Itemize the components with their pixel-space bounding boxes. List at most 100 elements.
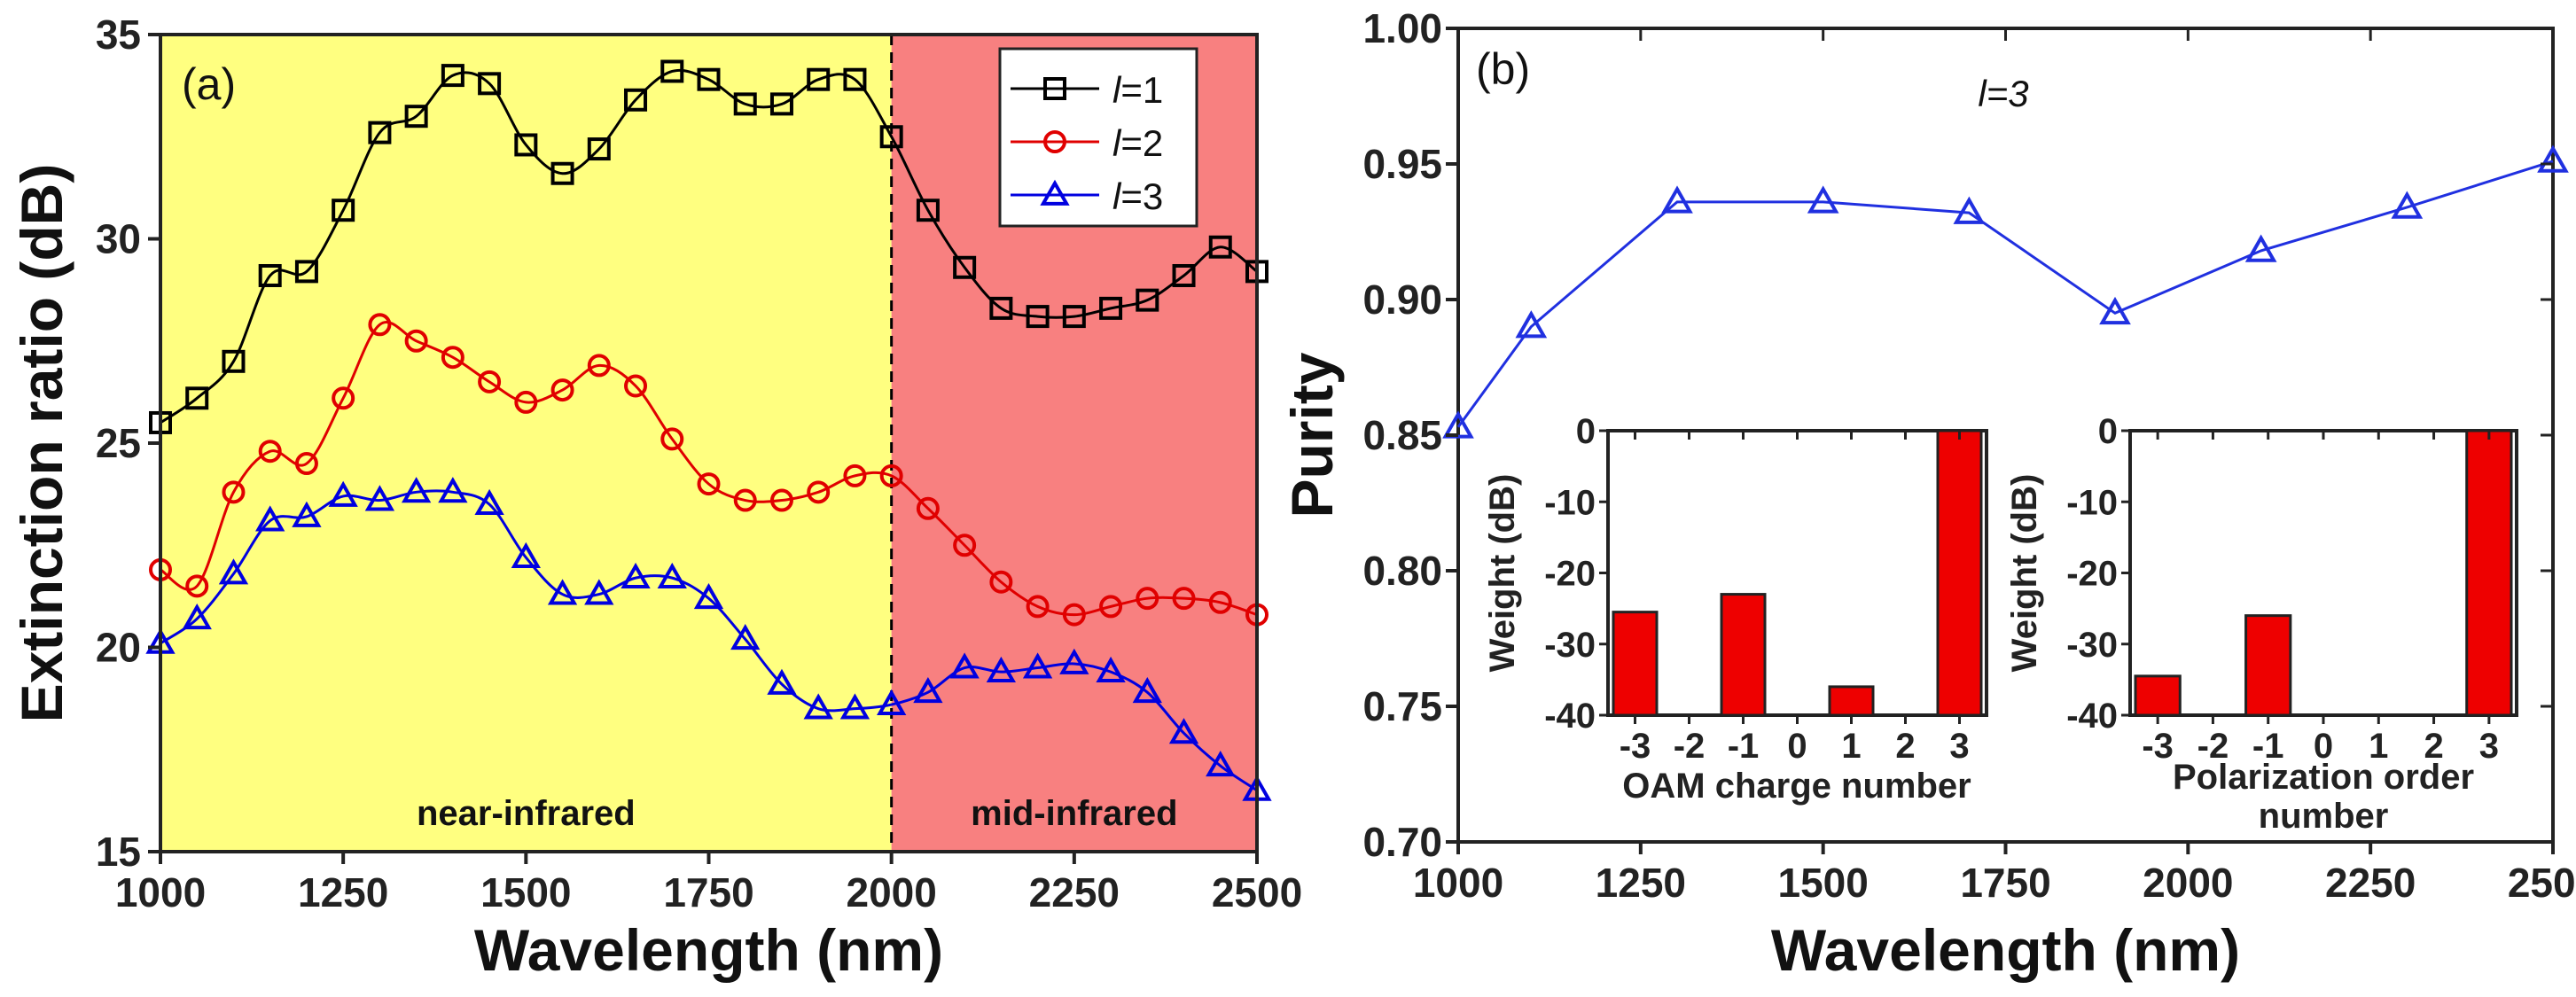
data-point-l=3 <box>511 541 541 568</box>
series-line-l=3 <box>160 489 1258 792</box>
data-point-l=3 <box>401 477 432 503</box>
y-tick-label: 0 <box>1576 412 1596 451</box>
x-tick-label: -3 <box>1620 727 1651 766</box>
data-point-purity <box>1807 185 1839 214</box>
legend-label-suffix: =1 <box>1120 69 1163 111</box>
data-point-l=3 <box>1022 652 1053 679</box>
x-tick-label: -1 <box>2252 727 2284 766</box>
x-tick-label: 2 <box>1895 727 1915 766</box>
data-point-l=1 <box>258 263 282 287</box>
x-tick-label: 1000 <box>115 869 206 915</box>
data-point-l=1 <box>185 386 209 410</box>
y-tick-label: -20 <box>1544 555 1596 594</box>
data-point-l=3 <box>913 676 943 704</box>
data-point-purity <box>2391 191 2424 219</box>
data-point-l=1 <box>1172 263 1196 287</box>
region-near-infrared <box>160 35 892 852</box>
data-point-l=2 <box>587 354 611 378</box>
legend-marker <box>1040 179 1070 206</box>
x-axis-label: Wavelength (nm) <box>1771 917 2240 983</box>
data-point-l=1 <box>989 296 1013 320</box>
x-tick-label: 2250 <box>2325 860 2416 906</box>
data-point-purity <box>1953 196 1986 224</box>
region-label: mid-infrared <box>971 794 1177 833</box>
x-axis-label-line1: Polarization order <box>2173 758 2474 797</box>
data-point-l=3 <box>839 693 870 720</box>
data-point-l=2 <box>624 374 648 398</box>
data-point-l=3 <box>1132 676 1162 704</box>
x-tick-label: 2250 <box>1029 869 1120 915</box>
y-tick-label: -40 <box>1544 697 1596 736</box>
x-tick-label: 2000 <box>2143 860 2233 906</box>
data-point-l=2 <box>1136 587 1159 611</box>
panel-a: near-infrared mid-infrared 1000 1250 1500 175… <box>9 12 1302 983</box>
data-point-l=3 <box>364 485 395 511</box>
y-tick-label: 0.90 <box>1362 277 1442 323</box>
data-point-purity <box>1515 310 1548 339</box>
legend-label: l=3 <box>1112 175 1163 217</box>
panel-label: (a) <box>182 59 236 109</box>
data-point-l=1 <box>624 88 648 112</box>
y-tick-label: -30 <box>1544 626 1596 665</box>
legend: l=1 l=2 l=3 <box>998 47 1198 228</box>
data-point-l=2 <box>697 472 721 496</box>
data-point-l=2 <box>733 488 757 512</box>
data-point-l=1 <box>953 255 977 279</box>
y-tick-label: -40 <box>2066 697 2118 736</box>
data-point-l=2 <box>916 496 940 520</box>
data-point-l=1 <box>1026 305 1050 329</box>
bar--3 <box>2134 674 2182 717</box>
y-tick-label: -10 <box>1544 483 1596 522</box>
legend-label: l=1 <box>1112 69 1163 111</box>
y-tick-label: 1.00 <box>1362 5 1442 51</box>
data-point-l=3 <box>730 624 761 650</box>
x-tick-label: 1500 <box>1777 860 1868 906</box>
data-point-l=1 <box>843 67 867 91</box>
data-point-l=2 <box>660 427 684 451</box>
data-point-l=1 <box>441 64 464 88</box>
data-point-l=1 <box>733 92 757 116</box>
x-tick-label: 1000 <box>1413 860 1503 906</box>
y-tick-label: 35 <box>96 12 141 58</box>
x-tick-label: 3 <box>1949 727 1969 766</box>
data-point-l=1 <box>222 349 246 373</box>
data-point-purity <box>2537 144 2569 173</box>
x-tick-label: -2 <box>2197 727 2229 766</box>
data-point-l=2 <box>879 463 903 487</box>
series-line-l=2 <box>160 321 1258 617</box>
x-tick-label: 2000 <box>846 869 936 915</box>
y-tick-label: 0.95 <box>1362 141 1442 187</box>
x-tick-label: -2 <box>1674 727 1706 766</box>
y-axis-label: Weight (dB) <box>2005 474 2044 673</box>
data-point-l=2 <box>953 534 977 557</box>
x-tick-label: 0 <box>1787 727 1807 766</box>
y-tick-label: 0.80 <box>1362 548 1442 594</box>
bar-3 <box>1936 429 1983 717</box>
annotation-l3: l=3 <box>1978 73 2028 114</box>
legend-label: l=2 <box>1112 122 1163 164</box>
y-tick-label: -30 <box>2066 626 2118 665</box>
data-point-l=1 <box>1062 305 1086 329</box>
x-axis-label: Polarization order number <box>2173 758 2474 836</box>
bar--1 <box>2244 614 2292 717</box>
region-label: near-infrared <box>417 794 636 833</box>
data-point-l=2 <box>294 452 318 476</box>
data-point-l=1 <box>404 105 428 129</box>
data-point-l=1 <box>807 67 831 91</box>
data-point-l=3 <box>693 582 724 610</box>
bar--3 <box>1612 611 1659 717</box>
y-tick-label: 30 <box>96 216 141 262</box>
data-point-l=3 <box>255 505 285 532</box>
data-point-l=3 <box>1168 718 1199 744</box>
y-tick-label: -10 <box>2066 483 2118 522</box>
data-point-l=1 <box>1136 288 1159 312</box>
data-point-l=2 <box>1062 603 1086 627</box>
data-point-purity <box>2244 234 2277 262</box>
data-point-l=1 <box>550 161 574 185</box>
x-tick-label: -1 <box>1728 727 1760 766</box>
data-point-l=3 <box>621 562 651 589</box>
legend-label-suffix: =2 <box>1120 122 1163 164</box>
y-tick-label: 25 <box>96 420 141 466</box>
series-line-purity <box>1456 160 2554 428</box>
